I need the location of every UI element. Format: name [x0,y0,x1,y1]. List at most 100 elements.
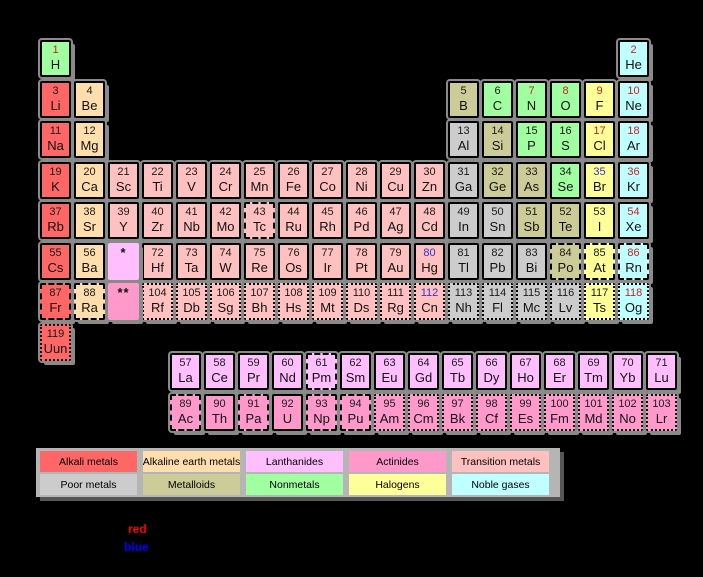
element-cd[interactable]: 48 Cd [414,202,445,239]
element-s[interactable]: 16 S [550,121,581,158]
element-ra[interactable]: 88 Ra [74,283,105,320]
element-es[interactable]: 99 Es [510,394,541,431]
element-pu[interactable]: 94 Pu [340,394,371,431]
element-ni[interactable]: 28 Ni [346,162,377,199]
element-ta[interactable]: 73 Ta [176,243,207,280]
element-bi[interactable]: 83 Bi [516,243,547,280]
element-sb[interactable]: 51 Sb [516,202,547,239]
element-lv[interactable]: 116 Lv [550,283,581,320]
element-sr[interactable]: 38 Sr [74,202,105,239]
element-be[interactable]: 4 Be [74,81,105,118]
element-ca[interactable]: 20 Ca [74,162,105,199]
element-rh[interactable]: 45 Rh [312,202,343,239]
element-nd[interactable]: 60 Nd [272,353,303,390]
element-er[interactable]: 68 Er [544,353,575,390]
element-ce[interactable]: 58 Ce [204,353,235,390]
element-lu[interactable]: 71 Lu [646,353,677,390]
element-nb[interactable]: 41 Nb [176,202,207,239]
element-co[interactable]: 27 Co [312,162,343,199]
element-tb[interactable]: 65 Tb [442,353,473,390]
element-po[interactable]: 84 Po [550,243,581,280]
element-md[interactable]: 101 Md [578,394,609,431]
element-li[interactable]: 3 Li [40,81,71,118]
element-fr[interactable]: 87 Fr [40,283,71,320]
element-pr[interactable]: 59 Pr [238,353,269,390]
element-p[interactable]: 15 P [516,121,547,158]
element-mo[interactable]: 42 Mo [210,202,241,239]
element-cm[interactable]: 96 Cm [408,394,439,431]
element-os[interactable]: 76 Os [278,243,309,280]
element-la[interactable]: 57 La [170,353,201,390]
element-ag[interactable]: 47 Ag [380,202,411,239]
element-se[interactable]: 34 Se [550,162,581,199]
element-th[interactable]: 90 Th [204,394,235,431]
element-cs[interactable]: 55 Cs [40,243,71,280]
element-np[interactable]: 93 Np [306,394,337,431]
element-pb[interactable]: 82 Pb [482,243,513,280]
element-fm[interactable]: 100 Fm [544,394,575,431]
element-na[interactable]: 11 Na [40,121,71,158]
element-si[interactable]: 14 Si [482,121,513,158]
element-ts[interactable]: 117 Ts [584,283,615,320]
element-ba[interactable]: 56 Ba [74,243,105,280]
element-tm[interactable]: 69 Tm [578,353,609,390]
element-sn[interactable]: 50 Sn [482,202,513,239]
element-dy[interactable]: 66 Dy [476,353,507,390]
element-mc[interactable]: 115 Mc [516,283,547,320]
element-cu[interactable]: 29 Cu [380,162,411,199]
element-cl[interactable]: 17 Cl [584,121,615,158]
element-sg[interactable]: 106 Sg [210,283,241,320]
element-as[interactable]: 33 As [516,162,547,199]
element-pm[interactable]: 61 Pm [306,353,337,390]
element-tl[interactable]: 81 Tl [448,243,479,280]
element-k[interactable]: 19 K [40,162,71,199]
element-gd[interactable]: 64 Gd [408,353,439,390]
element-cf[interactable]: 98 Cf [476,394,507,431]
element-w[interactable]: 74 W [210,243,241,280]
element-ds[interactable]: 110 Ds [346,283,377,320]
element-cn[interactable]: 112 Cn [414,283,445,320]
element-zr[interactable]: 40 Zr [142,202,173,239]
element-no[interactable]: 102 No [612,394,643,431]
element-rf[interactable]: 104 Rf [142,283,173,320]
element-ne[interactable]: 10 Ne [618,81,649,118]
element-zn[interactable]: 30 Zn [414,162,445,199]
element-yb[interactable]: 70 Yb [612,353,643,390]
element-fe[interactable]: 26 Fe [278,162,309,199]
element-al[interactable]: 13 Al [448,121,479,158]
element-hs[interactable]: 108 Hs [278,283,309,320]
element-y[interactable]: 39 Y [108,202,139,239]
element-pd[interactable]: 46 Pd [346,202,377,239]
element-mt[interactable]: 109 Mt [312,283,343,320]
element-lr[interactable]: 103 Lr [646,394,677,431]
element-ir[interactable]: 77 Ir [312,243,343,280]
element-ho[interactable]: 67 Ho [510,353,541,390]
element-xe[interactable]: 54 Xe [618,202,649,239]
element-br[interactable]: 35 Br [584,162,615,199]
element-in[interactable]: 49 In [448,202,479,239]
element-mn[interactable]: 25 Mn [244,162,275,199]
element-uun[interactable]: 119 Uun [40,324,71,361]
element-db[interactable]: 105 Db [176,283,207,320]
element-u[interactable]: 92 U [272,394,303,431]
element-ru[interactable]: 44 Ru [278,202,309,239]
element-pt[interactable]: 78 Pt [346,243,377,280]
element-mg[interactable]: 12 Mg [74,121,105,158]
element-og[interactable]: 118 Og [618,283,649,320]
element-eu[interactable]: 63 Eu [374,353,405,390]
element-bh[interactable]: 107 Bh [244,283,275,320]
element-rb[interactable]: 37 Rb [40,202,71,239]
element-hg[interactable]: 80 Hg [414,243,445,280]
element-rn[interactable]: 86 Rn [618,243,649,280]
element-hf[interactable]: 72 Hf [142,243,173,280]
element-i[interactable]: 53 I [584,202,615,239]
element-ac[interactable]: 89 Ac [170,394,201,431]
element-re[interactable]: 75 Re [244,243,275,280]
element-ge[interactable]: 32 Ge [482,162,513,199]
